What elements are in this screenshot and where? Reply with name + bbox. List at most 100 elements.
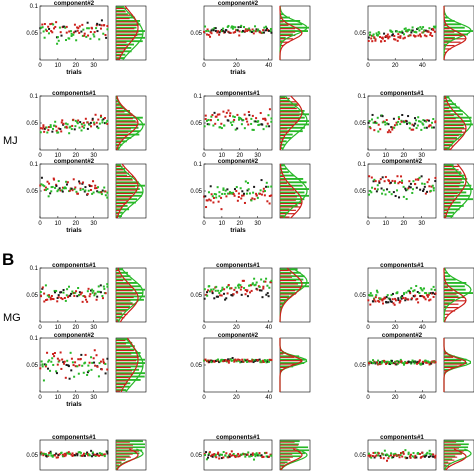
y-tick-label: 0.05 [354,453,366,459]
scatter-point [205,451,208,454]
histogram-bar-green [444,355,455,358]
histogram-bar-green [444,143,453,146]
scatter-point [88,123,91,126]
histogram-bar-green [444,452,463,455]
histogram-bar-red [116,111,125,113]
histogram-bar-red [280,202,302,205]
scatter-point [396,360,399,363]
panel-title: component#2 [218,0,259,7]
scatter-point [399,454,402,457]
scatter-point [262,359,265,362]
plot-frame [203,267,273,323]
scatter-point [397,182,400,185]
scatter-point [401,113,404,116]
scatter-point [267,455,270,458]
density-curve-red [279,163,303,219]
scatter-point [101,453,104,456]
scatter-point [211,292,214,295]
y-tick-label: 0.05 [26,31,38,37]
scatter-point [51,127,54,130]
scatter-point [409,34,412,37]
scatter-point [72,454,75,457]
histogram-bar-red [116,172,129,174]
scatter-point [386,188,389,191]
histogram-bar-red [116,14,133,16]
scatter-point [87,369,90,372]
histogram-bar-green [444,171,461,174]
scatter-point [416,124,419,127]
scatter-point [386,360,389,363]
x-axis-label: trials [66,227,82,234]
y-tick-label: 0.1 [30,94,39,100]
histogram-bar-red [444,279,445,282]
scatter-point [50,360,53,363]
scatter-point [227,30,230,33]
density-curve-green [116,95,144,151]
scatter-point [237,26,240,29]
scatter-point [50,190,53,193]
scatter-point [416,28,419,31]
scatter-point [207,191,210,194]
histogram-bar-green [280,99,290,102]
scatter-point [396,39,399,42]
scatter-point [409,182,412,185]
scatter-point [60,121,63,124]
scatter-point [372,180,375,183]
histogram-bar-green [116,167,126,170]
scatter-point [250,117,253,120]
scatter-point [385,35,388,38]
scatter-point [96,452,99,455]
panel-title: components#1 [216,262,260,269]
scatter-point [398,301,401,304]
scatter-point [70,34,73,37]
scatter-point [432,118,435,121]
scatter-point [400,31,403,34]
scatter-point [86,290,89,293]
histogram-bar-red [280,124,294,127]
scatter-point [253,120,256,123]
scatter-point [421,182,424,185]
panel-18: components#10.05 [354,434,474,471]
scatter-point [43,363,46,366]
scatter-point [68,132,71,135]
scatter-point [240,453,243,456]
scatter-point [419,120,422,123]
x-tick-label: 0 [366,221,370,227]
histogram-bar-green [280,16,290,19]
x-tick-label: 0 [38,395,42,401]
scatter-point [97,285,100,288]
scatter-point [65,25,68,28]
scatter-point [381,121,384,124]
scatter-point [218,195,221,198]
scatter-point [393,361,396,364]
scatter-point [92,357,95,360]
scatter-point [231,25,234,28]
scatter-point [414,182,417,185]
scatter-point [68,285,71,288]
scatter-point [81,182,84,185]
scatter-point [398,180,401,183]
scatter-point [236,291,239,294]
scatter-point [82,181,85,184]
scatter-point [383,121,386,124]
scatter-point [378,32,381,35]
scatter-point [373,298,376,301]
scatter-point [62,122,65,125]
scatter-point [72,31,75,34]
scatter-point [384,175,387,178]
histogram-bar-red [444,121,464,123]
scatter-point [425,361,428,364]
histogram-bar-green [280,137,292,139]
scatter-point [258,452,261,455]
scatter-point [239,361,242,364]
scatter-point [241,29,244,32]
x-tick-label: 30 [90,63,97,69]
histogram-bar-green [116,40,143,43]
scatter-point [409,186,412,189]
histogram-bar-green [116,23,141,26]
scatter-point [401,455,404,458]
histogram-bar-green [280,278,304,281]
x-tick-label: 40 [265,395,272,401]
histogram-bar-red [280,353,284,355]
histogram-bar-green [280,271,301,274]
